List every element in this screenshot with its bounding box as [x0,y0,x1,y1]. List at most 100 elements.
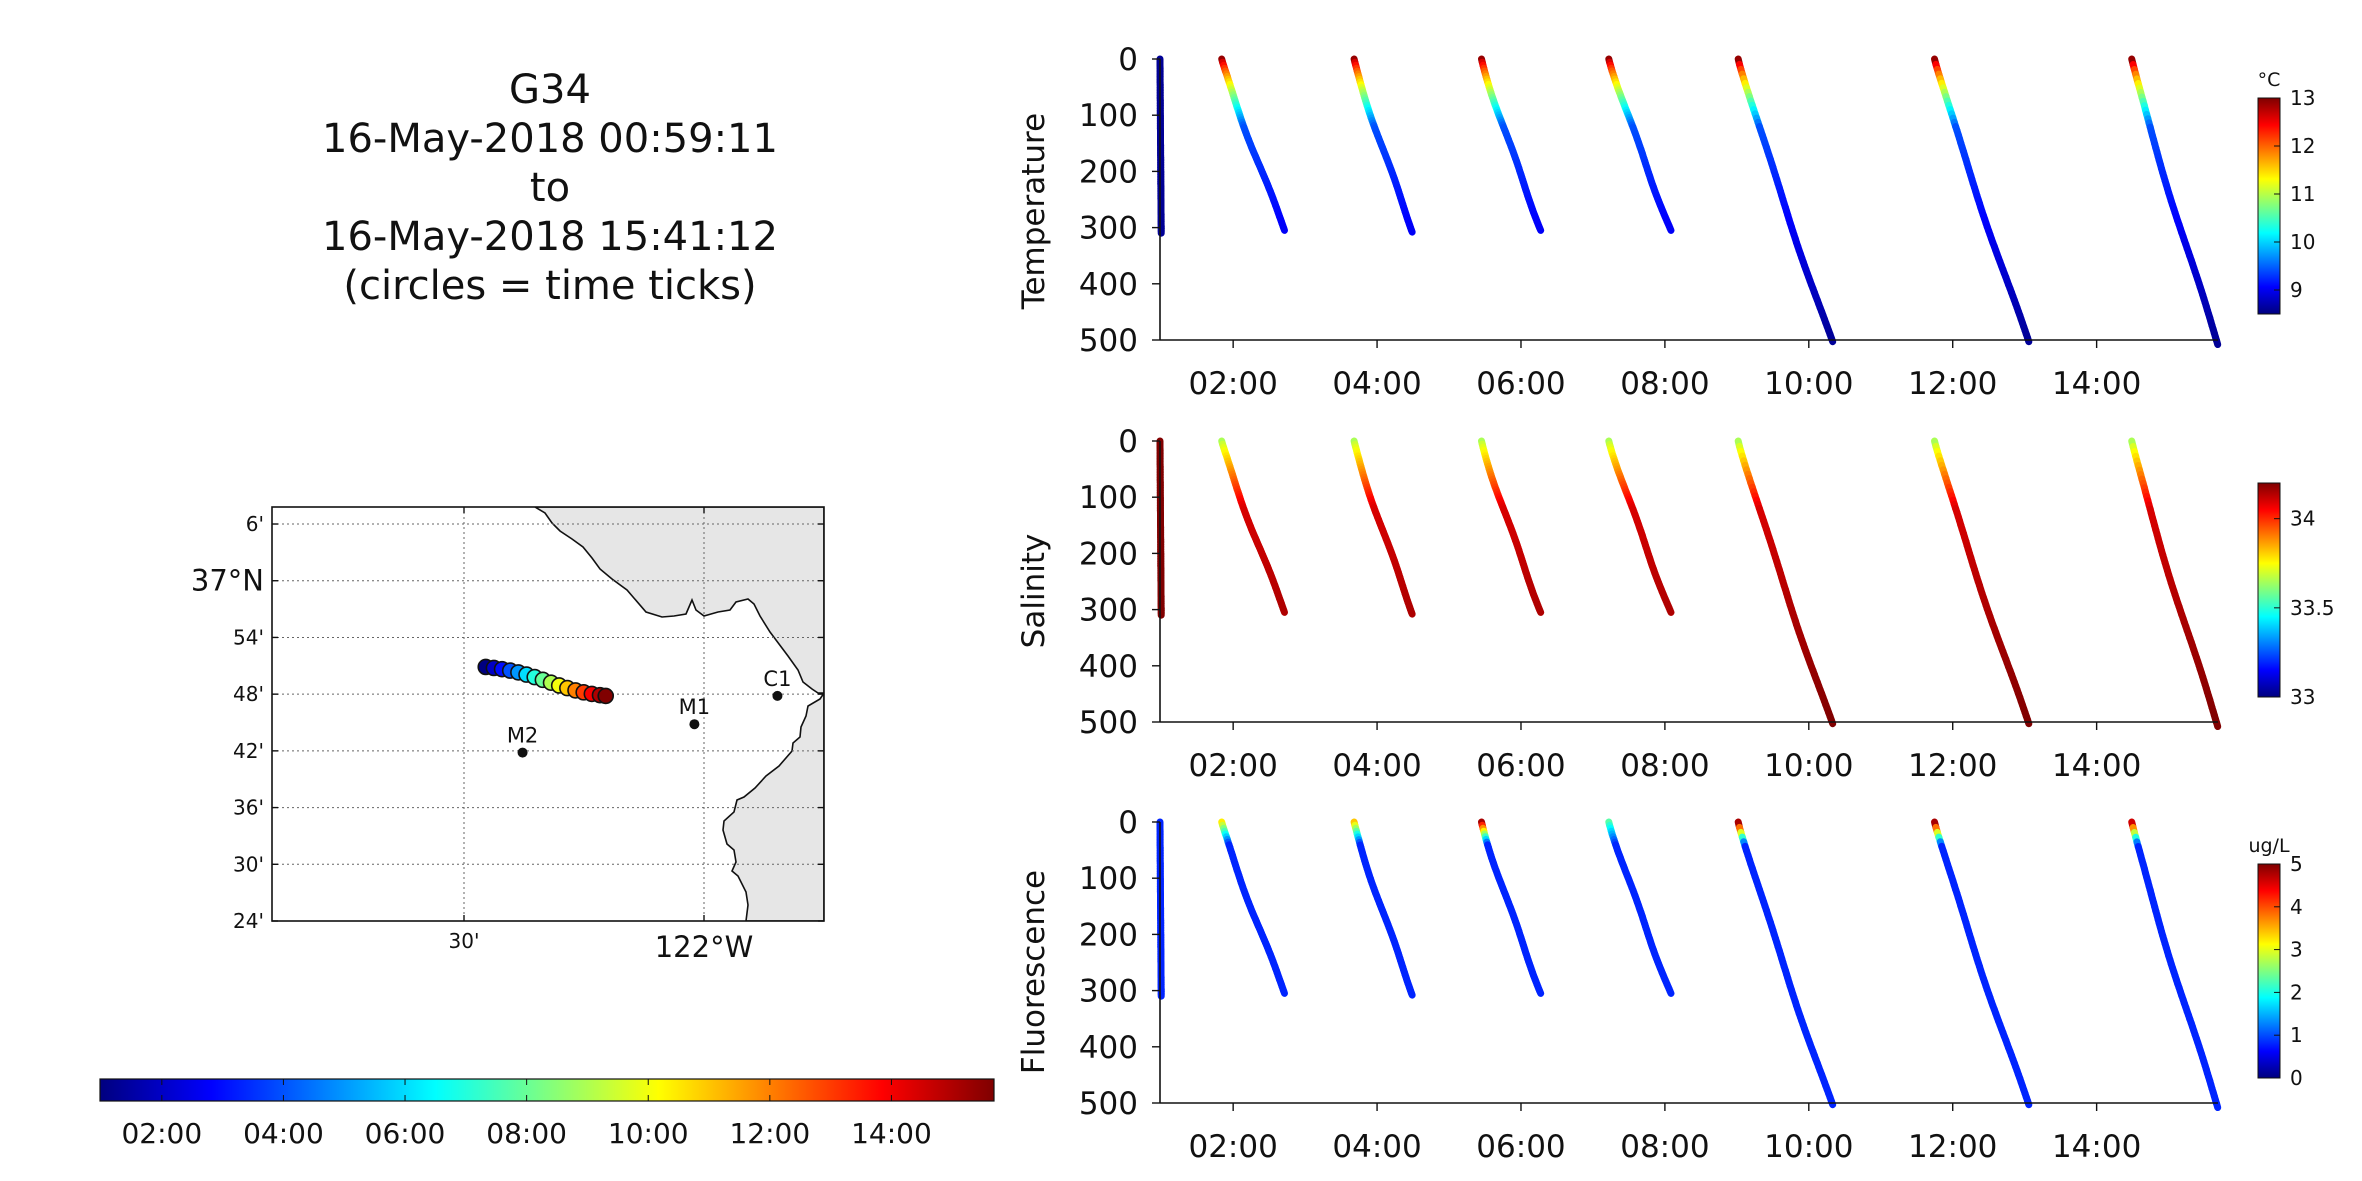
map-lat-tick-label: 24' [233,909,264,933]
temperature-profile-point [1666,224,1675,234]
temperature-colorbar-tick-label: 13 [2290,86,2315,110]
temperature-axis-label: Temperature [1016,113,1052,310]
fluorescence-colorbar-tick-label: 2 [2290,980,2303,1004]
time-colorbar-tick-label: 06:00 [365,1117,446,1150]
fluorescence-panel: 0 100 200 300 400 500 02:00 04:00 06:00 08:00 10:0… [1016,805,2303,1165]
salinity-axis-label: Salinity [1016,534,1052,649]
station-label: M1 [679,695,710,719]
temperature-profile-point [1536,224,1545,234]
salinity-profile-point [1666,606,1675,616]
glider-track [477,658,615,705]
fluorescence-colorbar-tick-label: 1 [2290,1023,2303,1047]
station-marker [689,719,700,730]
map-panel: M1 C1 M2 30' 122°W 6' 37°N 54' 48' 42' 36' 30' 24' [191,506,825,964]
map-gridlines [272,507,824,921]
map-lat-tick-label: 54' [233,625,264,649]
fluorescence-x-tick-label: 02:00 [1188,1129,1277,1165]
salinity-y-tick-label: 300 [1079,593,1138,629]
temperature-y-tick-label: 400 [1079,267,1138,303]
temperature-x-tick-label: 14:00 [2052,366,2141,402]
fluorescence-profile-point [1666,987,1675,997]
fluorescence-y-tick-label: 200 [1079,917,1138,953]
salinity-y-tick-label: 0 [1118,424,1138,460]
temperature-y-tick-label: 0 [1118,42,1138,78]
temperature-x-tick-label: 06:00 [1476,366,1565,402]
title-line-start-time: 16-May-2018 00:59:11 [322,116,778,162]
fluorescence-x-tick-label: 08:00 [1620,1129,1709,1165]
time-colorbar-ticks: 02:00 04:00 06:00 08:00 10:00 12:00 14:00 [121,1079,932,1150]
time-colorbar-tick-label: 14:00 [851,1117,932,1150]
salinity-profile-point [1280,606,1288,616]
fluorescence-profile-point [2213,1100,2222,1111]
temperature-profile-point [2213,337,2222,348]
time-colorbar-tick-label: 10:00 [608,1117,689,1150]
time-tick-circle [597,687,615,705]
temperature-panel: 0 100 200 300 400 500 02:00 04:00 06:00 08:00 10:0… [1016,42,2315,402]
title-line-end-time: 16-May-2018 15:41:12 [322,214,778,260]
salinity-profile-point [1407,608,1416,618]
temperature-x-tick-label: 08:00 [1620,366,1709,402]
salinity-profile-point [2213,719,2222,730]
salinity-x-tick-label: 10:00 [1764,748,1853,784]
fluorescence-y-tick-label: 100 [1079,861,1138,897]
fluorescence-y-tick-label: 400 [1079,1030,1138,1066]
time-colorbar: 02:00 04:00 06:00 08:00 10:00 12:00 14:00 [99,1078,995,1150]
salinity-x-tick-label: 04:00 [1332,748,1421,784]
time-colorbar-tick-label: 02:00 [121,1117,202,1150]
salinity-x-tick-label: 08:00 [1620,748,1709,784]
temperature-y-tick-label: 200 [1079,154,1138,190]
temperature-y-tick-label: 100 [1079,98,1138,134]
map-lat-tick-label: 6' [246,512,264,536]
temperature-y-tick-label: 300 [1079,211,1138,247]
fluorescence-x-tick-label: 10:00 [1764,1129,1853,1165]
salinity-colorbar-tick-label: 33.5 [2290,596,2335,620]
temperature-colorbar-tick-label: 9 [2290,278,2303,302]
temperature-x-tick-label: 02:00 [1188,366,1277,402]
fluorescence-colorbar-tick-label: 3 [2290,938,2303,962]
fluorescence-colorbar-tick-label: 5 [2290,852,2303,876]
fluorescence-axis-label: Fluorescence [1016,870,1052,1074]
map-lat-tick-label: 48' [233,682,264,706]
fluorescence-y-tick-label: 0 [1118,805,1138,841]
salinity-y-tick-label: 100 [1079,480,1138,516]
time-colorbar-tick-label: 08:00 [486,1117,567,1150]
fluorescence-x-tick-label: 04:00 [1332,1129,1421,1165]
title-line-to: to [529,165,571,211]
station-marker [772,690,783,701]
salinity-y-tick-label: 500 [1079,705,1138,741]
salinity-x-tick-label: 14:00 [2052,748,2141,784]
map-lat-tick-label: 42' [233,739,264,763]
temperature-colorbar-tick-label: 10 [2290,230,2315,254]
map-lat-tick-label: 30' [233,852,264,876]
temperature-colorbar-unit: °C [2258,69,2281,91]
time-colorbar-tick-label: 04:00 [243,1117,324,1150]
time-colorbar-tick-label: 12:00 [729,1117,810,1150]
salinity-x-tick-label: 06:00 [1476,748,1565,784]
fluorescence-profile-point [1536,987,1545,997]
map-frame [271,506,825,922]
fluorescence-profile-point [1280,987,1288,997]
temperature-x-tick-label: 10:00 [1764,366,1853,402]
salinity-panel: 0 100 200 300 400 500 02:00 04:00 06:00 08:00 10:0… [1016,424,2335,784]
fluorescence-profile-point [1407,989,1416,999]
temperature-profile-point [1280,224,1288,234]
map-tick-labels: 30' 122°W 6' 37°N 54' 48' 42' 36' 30' 24' [191,507,824,964]
temperature-colorbar-tick-label: 12 [2290,134,2315,158]
station-marker [517,747,528,758]
fluorescence-colorbar-tick-label: 0 [2290,1066,2303,1090]
temperature-x-tick-label: 12:00 [1908,366,1997,402]
salinity-y-tick-label: 200 [1079,536,1138,572]
fluorescence-y-tick-label: 500 [1079,1086,1138,1122]
salinity-colorbar-tick-label: 33 [2290,685,2315,709]
fluorescence-colorbar-unit: ug/L [2248,835,2290,857]
map-lon-tick-label: 122°W [655,930,754,964]
fluorescence-x-tick-label: 06:00 [1476,1129,1565,1165]
salinity-x-tick-label: 12:00 [1908,748,1997,784]
fluorescence-y-tick-label: 300 [1079,974,1138,1010]
salinity-profile-point [1536,606,1545,616]
map-lat-tick-label: 36' [233,796,264,820]
salinity-x-tick-label: 02:00 [1188,748,1277,784]
figure-title: G34 16-May-2018 00:59:11 to 16-May-2018 … [200,66,900,311]
fluorescence-x-tick-label: 14:00 [2052,1129,2141,1165]
